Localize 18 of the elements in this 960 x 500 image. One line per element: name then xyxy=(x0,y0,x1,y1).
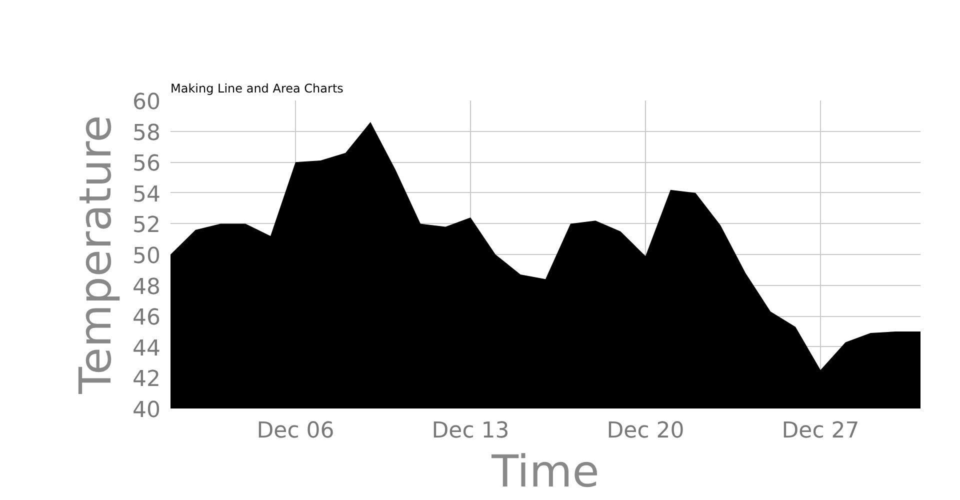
y-tick-label: 42 xyxy=(132,367,161,392)
y-tick-label: 40 xyxy=(132,398,161,423)
y-tick-label: 50 xyxy=(132,244,161,269)
y-tick-label: 52 xyxy=(132,213,161,238)
y-tick-label: 54 xyxy=(132,182,161,208)
x-axis-title: Time xyxy=(490,446,600,498)
y-axis-title: Temperature xyxy=(70,115,122,395)
y-tick-label: 44 xyxy=(132,336,161,362)
x-tick-label: Dec 27 xyxy=(782,418,860,444)
x-tick-label: Dec 20 xyxy=(606,418,684,444)
y-tick-label: 60 xyxy=(132,90,161,115)
chart-title: Making Line and Area Charts xyxy=(170,82,344,96)
y-tick-label: 56 xyxy=(132,152,161,177)
y-tick-label: 58 xyxy=(132,120,161,146)
x-tick-label: Dec 06 xyxy=(256,418,334,444)
y-tick-label: 48 xyxy=(132,274,161,300)
x-tick-label: Dec 13 xyxy=(432,418,510,444)
y-tick-label: 46 xyxy=(132,306,161,331)
